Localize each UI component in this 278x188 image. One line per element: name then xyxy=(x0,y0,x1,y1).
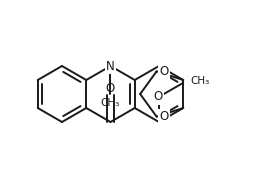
Text: O: O xyxy=(153,90,163,103)
Text: CH₃: CH₃ xyxy=(101,98,120,108)
Text: N: N xyxy=(106,59,115,73)
Text: O: O xyxy=(159,65,168,78)
Text: O: O xyxy=(106,82,115,95)
Text: CH₃: CH₃ xyxy=(190,76,210,86)
Text: O: O xyxy=(159,110,168,123)
